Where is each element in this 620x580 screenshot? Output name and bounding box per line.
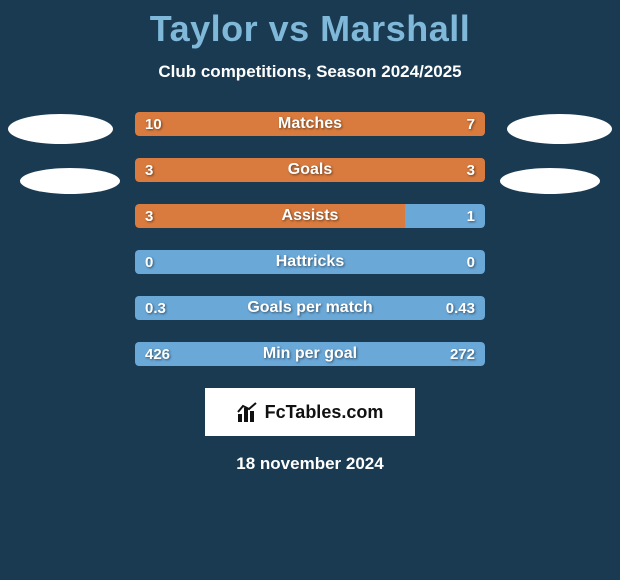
stat-bars: 107Matches 33Goals 31Assists 00Hattricks 0.3… <box>135 112 485 366</box>
stat-row: 00Hattricks <box>135 250 485 274</box>
player-right-avatar-bottom <box>500 168 600 194</box>
brand-box: FcTables.com <box>205 388 415 436</box>
player-left-avatar-top <box>8 114 113 144</box>
stat-row: 31Assists <box>135 204 485 228</box>
stat-label: Min per goal <box>135 342 485 366</box>
stat-label: Goals <box>135 158 485 182</box>
player-right-avatar-top <box>507 114 612 144</box>
stat-label: Goals per match <box>135 296 485 320</box>
stat-label: Assists <box>135 204 485 228</box>
player-left-avatar-bottom <box>20 168 120 194</box>
bar-chart-icon <box>237 402 259 422</box>
stat-row: 426272Min per goal <box>135 342 485 366</box>
stats-area: 107Matches 33Goals 31Assists 00Hattricks 0.3… <box>0 112 620 366</box>
stat-row: 107Matches <box>135 112 485 136</box>
stat-label: Hattricks <box>135 250 485 274</box>
stat-row: 0.30.43Goals per match <box>135 296 485 320</box>
snapshot-date: 18 november 2024 <box>0 454 620 474</box>
stat-label: Matches <box>135 112 485 136</box>
stat-row: 33Goals <box>135 158 485 182</box>
brand-text: FcTables.com <box>265 402 384 423</box>
comparison-subtitle: Club competitions, Season 2024/2025 <box>0 62 620 82</box>
comparison-title: Taylor vs Marshall <box>0 0 620 50</box>
